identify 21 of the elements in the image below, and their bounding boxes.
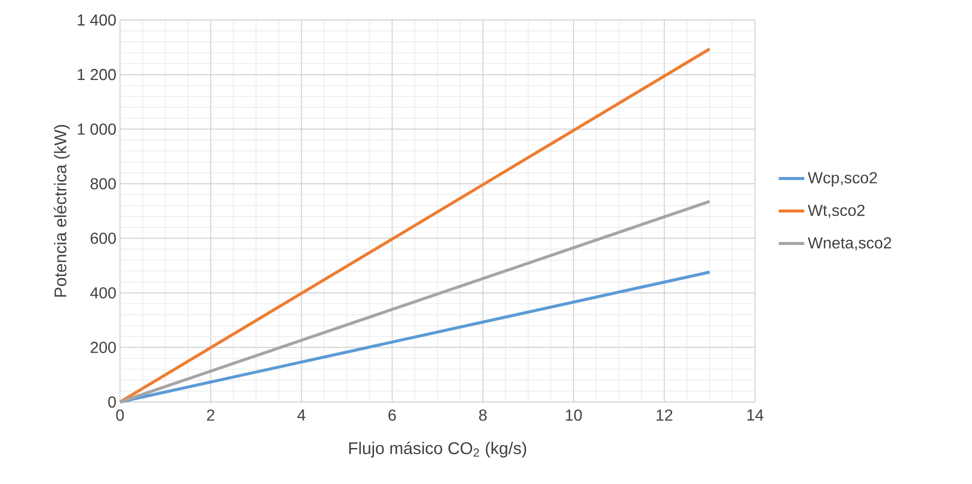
x-tick-label: 12 [656, 410, 672, 421]
x-tick-label: 8 [479, 410, 487, 421]
y-tick-label: 1 000 [78, 124, 116, 135]
y-tick-label: 1 200 [78, 68, 116, 80]
y-tick-label: 600 [90, 232, 116, 244]
x-tick-label: 0 [116, 410, 124, 421]
y-tick-label: 800 [90, 178, 116, 190]
x-tick-label: 6 [388, 410, 396, 421]
x-tick-label: 10 [566, 410, 582, 421]
y-tick-label: 1 400 [78, 14, 116, 26]
y-tick-label: 200 [90, 342, 116, 354]
x-axis-title: Flujo másico CO$_{2}$ (kg/s) [349, 442, 526, 458]
legend-label: Wneta,sco2 [808, 237, 892, 250]
y-tick-label: 0 [108, 396, 116, 408]
x-tick-label: 14 [747, 410, 764, 420]
y-tick-label: 400 [90, 287, 116, 298]
legend-label: Wt,sco2 [808, 204, 865, 218]
legend-label: Wcp,sco2 [808, 172, 877, 187]
x-tick-label: 2 [207, 410, 214, 421]
x-tick-label: 4 [297, 410, 306, 420]
y-axis-title: Potencia eléctrica (kW) [54, 125, 70, 297]
